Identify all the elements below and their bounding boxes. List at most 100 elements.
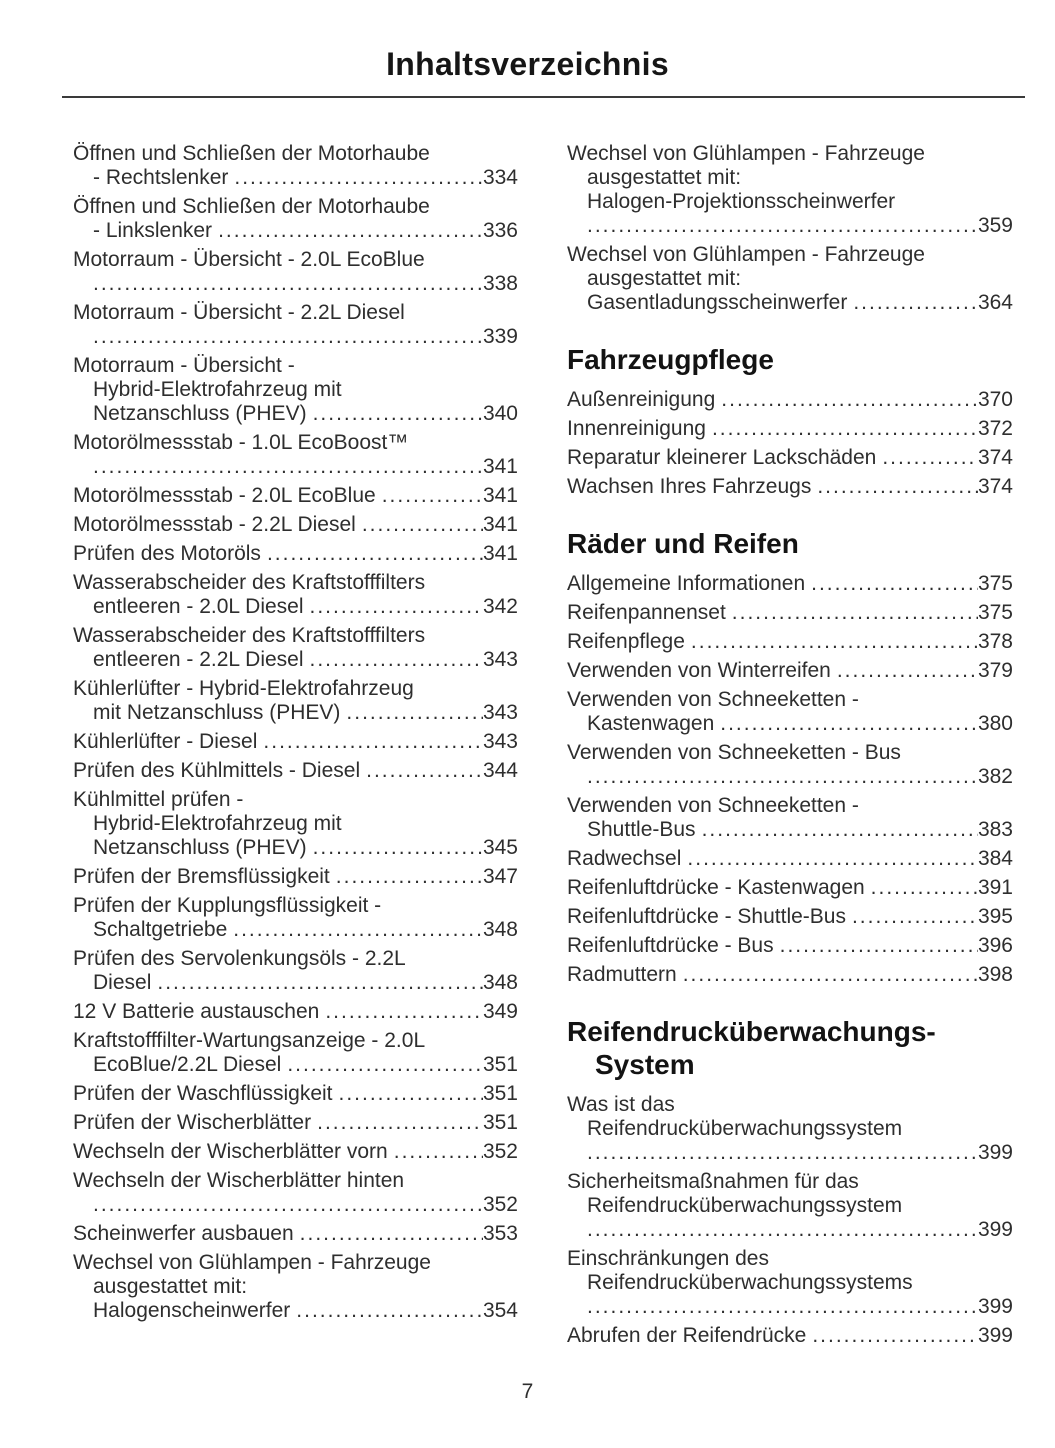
toc-entry-text: Radmuttern: [567, 963, 677, 986]
entry-page-number: 399: [977, 1218, 1013, 1241]
dot-leader: [93, 455, 483, 479]
dot-leader: [587, 214, 978, 238]
dot-leader: [687, 847, 978, 871]
toc-entry-line: Reifendrucküberwachungssystems: [587, 1271, 913, 1294]
toc-entry: Reifenpflege 378: [567, 630, 1013, 654]
toc-entry: Prüfen der Wischerblätter 351: [73, 1111, 518, 1135]
toc-entry-tail-line: Halogenscheinwerfer 354: [93, 1299, 518, 1323]
toc-entry: Sicherheitsmaßnahmen für das Reifendruckü…: [567, 1170, 1013, 1242]
dot-leader: [712, 417, 978, 441]
dot-leader: [313, 402, 483, 426]
dot-leader: [811, 572, 978, 596]
toc-entry-tail-line: Reifenluftdrücke - Kastenwagen 391: [567, 876, 1013, 900]
toc-entry: Wasserabscheider des Kraftstofffilters en…: [73, 571, 518, 619]
dot-leader: [157, 971, 483, 995]
entry-page-number: 351: [482, 1111, 518, 1134]
entry-page-number: 343: [482, 701, 518, 724]
dot-leader: [346, 701, 483, 725]
toc-entry-line: Reifendrucküberwachungssystem: [587, 1117, 903, 1140]
toc-entry-text: Netzanschluss (PHEV): [93, 402, 307, 425]
toc-entry-line: Hybrid-Elektrofahrzeug mit: [93, 378, 342, 401]
entry-page-number: 352: [482, 1193, 518, 1216]
toc-entry-tail-line: - Rechtslenker 334: [93, 166, 518, 190]
toc-entry-line: Einschränkungen des: [567, 1247, 769, 1270]
toc-entry-line: Halogen-Projektionsscheinwerfer: [587, 190, 896, 213]
toc-entry: Öffnen und Schließen der Motorhaube - Rec…: [73, 142, 518, 190]
toc-entry-text: - Linkslenker: [93, 219, 213, 242]
toc-entry-text: Kastenwagen: [587, 712, 715, 735]
toc-entry-text: Radwechsel: [567, 847, 682, 870]
toc-entry: Verwenden von Schneeketten - Bus 382: [567, 741, 1013, 789]
entry-page-number: 348: [482, 971, 518, 994]
toc-entry-text: Prüfen des Motoröls: [73, 542, 261, 565]
entry-page-number: 398: [977, 963, 1013, 986]
toc-entry-text: Netzanschluss (PHEV): [93, 836, 307, 859]
entry-page-number: 351: [482, 1053, 518, 1076]
toc-entry-text: Schaltgetriebe: [93, 918, 228, 941]
toc-entry: Reifenluftdrücke - Bus 396: [567, 934, 1013, 958]
toc-entry-line: Was ist das: [567, 1093, 675, 1116]
toc-entry-line: Verwenden von Schneeketten - Bus: [567, 741, 901, 764]
entry-page-number: 375: [977, 601, 1013, 624]
toc-entry-text: Abrufen der Reifendrücke: [567, 1324, 807, 1347]
toc-entry-line: Motorraum - Übersicht - 2.0L EcoBlue: [73, 248, 425, 271]
toc-entry-line: Kraftstofffilter-Wartungsanzeige - 2.0L: [73, 1029, 426, 1052]
dot-leader: [300, 1222, 483, 1246]
toc-entry-text: 12 V Batterie austauschen: [73, 1000, 320, 1023]
toc-entry-line: Kühlerlüfter - Hybrid-Elektrofahrzeug: [73, 677, 414, 700]
toc-entry-text: Gasentladungsscheinwerfer: [587, 291, 848, 314]
toc-entry-tail-line: Kühlerlüfter - Diesel 343: [73, 730, 518, 754]
dot-leader: [93, 272, 483, 296]
dot-leader: [837, 659, 978, 683]
section-heading: Räder und Reifen: [567, 527, 1013, 560]
toc-entry-line: Wechseln der Wischerblätter hinten: [73, 1169, 405, 1192]
toc-entry-tail-line: Wachsen Ihres Fahrzeugs 374: [567, 475, 1013, 499]
toc-entry-tail-line: Allgemeine Informationen 375: [567, 572, 1013, 596]
divider-rule: [62, 96, 1025, 98]
dot-leader: [325, 1000, 483, 1024]
dot-leader: [587, 1218, 978, 1242]
entry-page-number: 382: [977, 765, 1013, 788]
dot-leader: [267, 542, 483, 566]
toc-entry: Innenreinigung 372: [567, 417, 1013, 441]
toc-entry-text: Shuttle-Bus: [587, 818, 696, 841]
toc-entry-text: Diesel: [93, 971, 152, 994]
toc-entry-tail-line: Abrufen der Reifendrücke 399: [567, 1324, 1013, 1348]
toc-entry-line: Wechsel von Glühlampen - Fahrzeuge: [73, 1251, 431, 1274]
toc-entry: Wechseln der Wischerblätter vorn 352: [73, 1140, 518, 1164]
dot-leader: [362, 513, 483, 537]
entry-page-number: 375: [977, 572, 1013, 595]
dot-leader: [852, 905, 978, 929]
toc-entry-tail-line: 359: [587, 214, 1013, 238]
toc-entry: Prüfen der Waschflüssigkeit 351: [73, 1082, 518, 1106]
toc-column-left: Öffnen und Schließen der Motorhaube - Rec…: [73, 142, 518, 1353]
toc-entry: Allgemeine Informationen 375: [567, 572, 1013, 596]
entry-page-number: 370: [977, 388, 1013, 411]
toc-entry-line: Motorölmessstab - 1.0L EcoBoost™: [73, 431, 409, 454]
entry-page-number: 348: [482, 918, 518, 941]
toc-entry-tail-line: 12 V Batterie austauschen 349: [73, 1000, 518, 1024]
toc-entry-line: Motorraum - Übersicht -: [73, 354, 295, 377]
dot-leader: [780, 934, 978, 958]
dot-leader: [310, 595, 483, 619]
toc-entry-tail-line: 382: [587, 765, 1013, 789]
toc-entry-tail-line: Motorölmessstab - 2.0L EcoBlue 341: [73, 484, 518, 508]
toc-entry: Motorölmessstab - 2.0L EcoBlue 341: [73, 484, 518, 508]
toc-entry-tail-line: Außenreinigung 370: [567, 388, 1013, 412]
toc-entry-tail-line: Prüfen der Bremsflüssigkeit 347: [73, 865, 518, 889]
toc-entry: Motorölmessstab - 1.0L EcoBoost™ 341: [73, 431, 518, 479]
toc-entry-text: entleeren - 2.2L Diesel: [93, 648, 304, 671]
dot-leader: [702, 818, 978, 842]
dot-leader: [721, 388, 978, 412]
toc-entry-line: Wasserabscheider des Kraftstofffilters: [73, 571, 426, 594]
dot-leader: [382, 484, 483, 508]
toc-entry-tail-line: Scheinwerfer ausbauen 353: [73, 1222, 518, 1246]
toc-entry: Kühlerlüfter - Diesel 343: [73, 730, 518, 754]
toc-entry-tail-line: Kastenwagen 380: [587, 712, 1013, 736]
toc-entry-tail-line: Wechseln der Wischerblätter vorn 352: [73, 1140, 518, 1164]
toc-entry: Wechsel von Glühlampen - Fahrzeuge ausges…: [73, 1251, 518, 1323]
toc-entry: Motorraum - Übersicht - Hybrid-Elektrofah…: [73, 354, 518, 426]
toc-entry: Wechsel von Glühlampen - Fahrzeuge ausges…: [567, 243, 1013, 315]
toc-entry-tail-line: 338: [93, 272, 518, 296]
toc-entry-tail-line: Schaltgetriebe 348: [93, 918, 518, 942]
